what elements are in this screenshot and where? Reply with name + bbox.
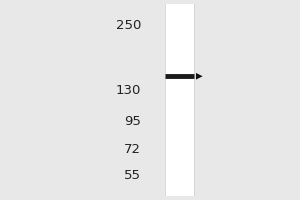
- Bar: [165, 4, 194, 196]
- Text: 250: 250: [116, 19, 141, 32]
- Text: 95: 95: [124, 115, 141, 128]
- Text: 130: 130: [116, 84, 141, 97]
- Text: 72: 72: [124, 143, 141, 156]
- Text: 55: 55: [124, 169, 141, 182]
